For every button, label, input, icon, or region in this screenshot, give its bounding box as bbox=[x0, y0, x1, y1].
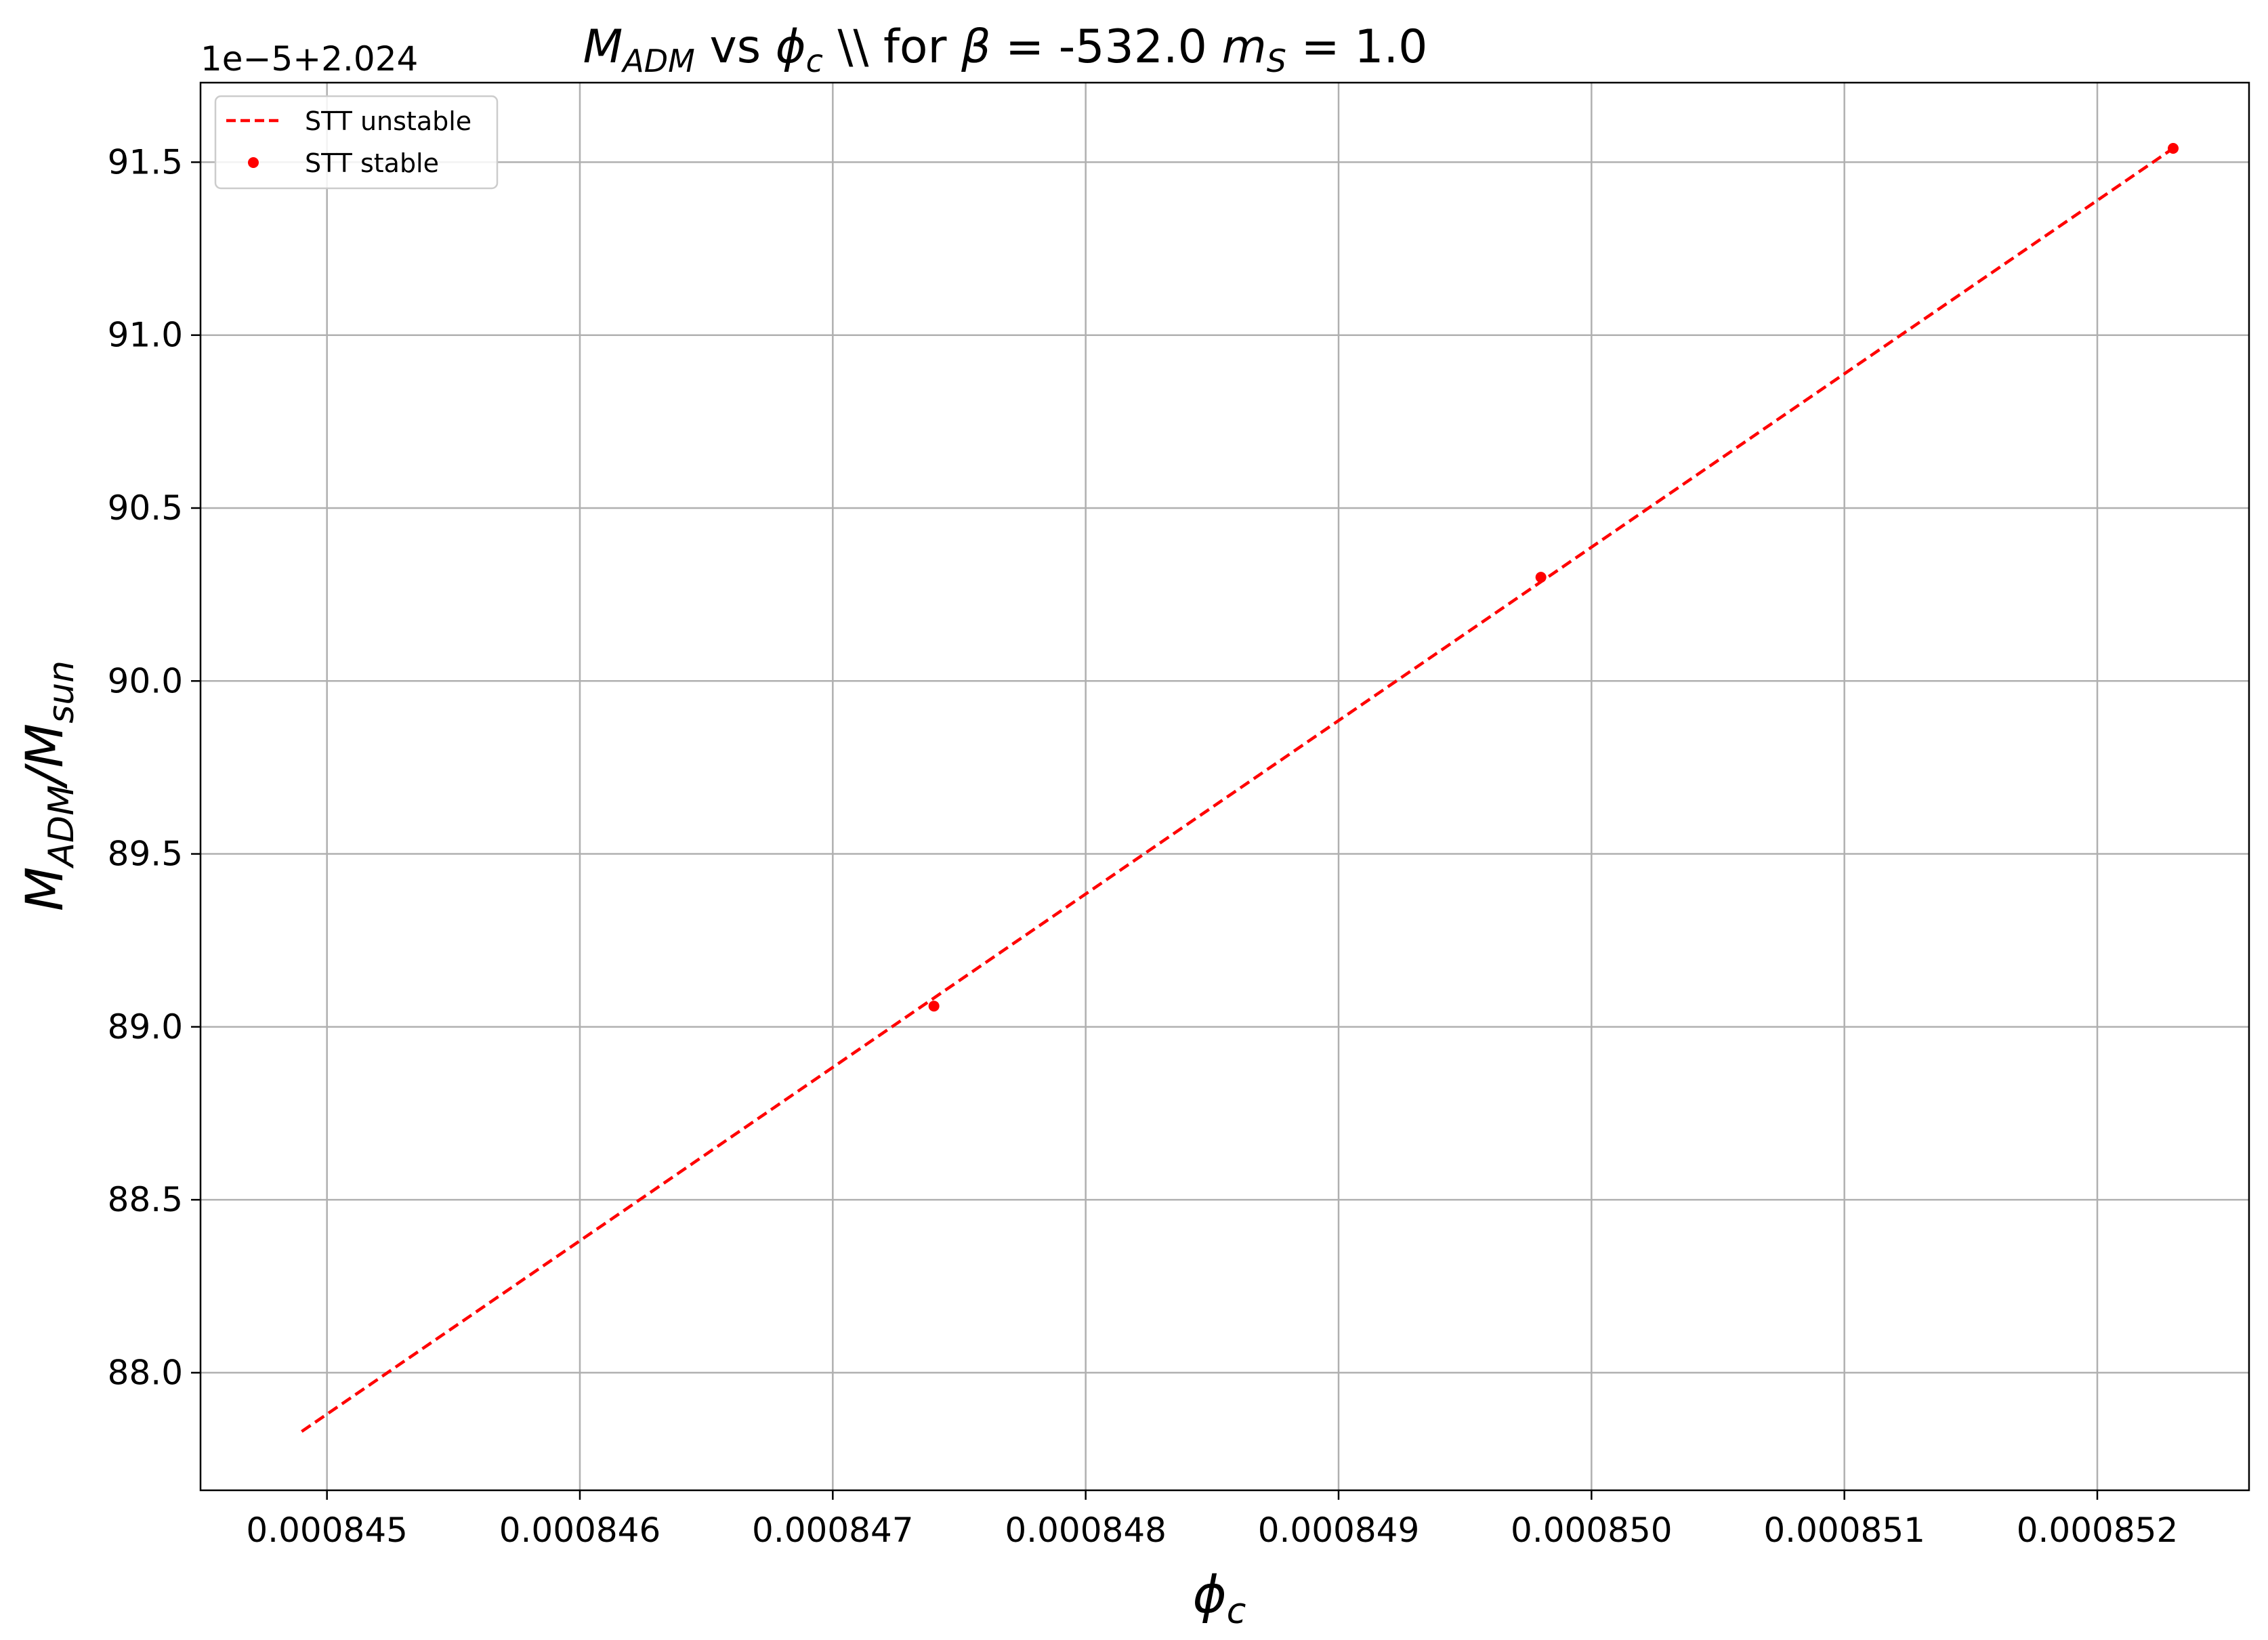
y-tick-label: 89.5 bbox=[108, 835, 183, 874]
legend-unstable-label: STT unstable bbox=[305, 106, 471, 136]
series-stable-point bbox=[1535, 572, 1547, 583]
chart-title: MADM vs ϕc \\ for β = -532.0 mS = 1.0 bbox=[583, 20, 1428, 79]
y-tick-label: 90.0 bbox=[108, 661, 183, 700]
x-tick-label: 0.000850 bbox=[1511, 1511, 1673, 1550]
series-stable-point bbox=[2168, 143, 2179, 154]
y-axis-ticks: 88.0 88.5 89.0 89.5 90.0 90.5 91.0 91.5 bbox=[108, 142, 201, 1392]
y-tick-label: 89.0 bbox=[108, 1007, 183, 1047]
x-tick-label: 0.000848 bbox=[1005, 1511, 1167, 1550]
x-axis-label: ϕc bbox=[1193, 1564, 1246, 1632]
y-tick-label: 91.5 bbox=[108, 142, 183, 182]
series-unstable-line bbox=[301, 147, 2175, 1433]
series-layer bbox=[301, 143, 2179, 1433]
series-stable-point bbox=[928, 1001, 940, 1012]
legend-box bbox=[214, 95, 499, 190]
x-tick-label: 0.000847 bbox=[752, 1511, 914, 1550]
legend-stable-label: STT stable bbox=[305, 148, 439, 178]
x-tick-label: 0.000846 bbox=[499, 1511, 661, 1550]
y-tick-label: 88.5 bbox=[108, 1180, 183, 1219]
y-axis-offset-label: 1e−5+2.024 bbox=[201, 39, 418, 79]
legend-stable-swatch bbox=[248, 157, 259, 168]
grid-lines bbox=[201, 83, 2249, 1490]
legend: STT unstable STT stable bbox=[214, 95, 499, 190]
x-tick-label: 0.000845 bbox=[246, 1511, 408, 1550]
x-axis-ticks: 0.000845 0.000846 0.000847 0.000848 0.000849… bbox=[246, 1490, 2178, 1550]
y-tick-label: 91.0 bbox=[108, 316, 183, 355]
x-tick-label: 0.000851 bbox=[1763, 1511, 1925, 1550]
y-tick-label: 88.0 bbox=[108, 1353, 183, 1392]
y-tick-label: 90.5 bbox=[108, 488, 183, 528]
plot-frame bbox=[199, 81, 2250, 1492]
y-axis-label: MADM/Msun bbox=[14, 660, 82, 911]
x-tick-label: 0.000852 bbox=[2017, 1511, 2179, 1550]
x-tick-label: 0.000849 bbox=[1258, 1511, 1420, 1550]
